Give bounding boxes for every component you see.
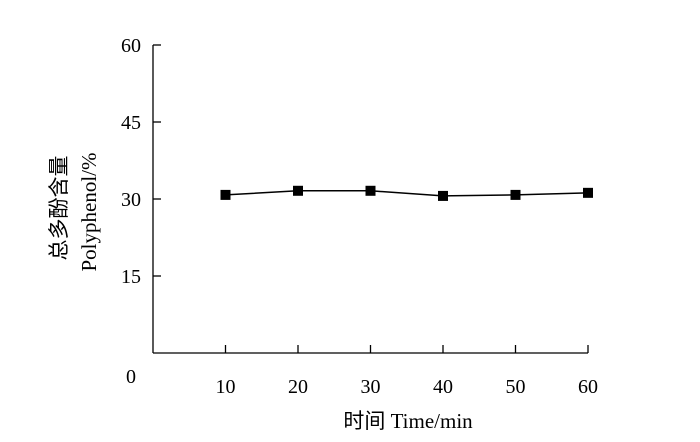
- x-ticks: 10 20 30 40 50 60: [216, 345, 598, 398]
- origin-label: 0: [126, 366, 136, 388]
- data-point: [365, 185, 376, 196]
- x-tick-label: 60: [578, 376, 598, 398]
- data-point: [220, 189, 231, 200]
- y-tick-label: 15: [121, 266, 141, 288]
- series-line: [225, 190, 589, 197]
- data-point: [293, 185, 303, 196]
- x-tick-label: 20: [288, 376, 308, 398]
- x-tick-label: 10: [216, 376, 236, 398]
- x-tick-label: 50: [506, 376, 526, 398]
- y-tick-label: 60: [121, 35, 141, 57]
- data-point: [510, 189, 521, 200]
- y-ticks: 15 30 45 60: [121, 35, 161, 288]
- x-axis-label: 时间 Time/min: [343, 409, 473, 433]
- y-axis-label-en: Polyphenol/%: [77, 153, 101, 272]
- y-axis-label-cn: 总多酚含量: [47, 156, 71, 261]
- y-tick-label: 45: [121, 112, 141, 134]
- series-layer: [220, 185, 593, 201]
- y-axis-label: 总多酚含量 Polyphenol/%: [47, 153, 101, 272]
- data-point: [583, 187, 593, 198]
- axes: [152, 45, 588, 354]
- y-tick-label: 30: [121, 189, 141, 211]
- x-tick-label: 40: [433, 376, 453, 398]
- data-point: [438, 190, 448, 201]
- x-tick-label: 30: [361, 376, 381, 398]
